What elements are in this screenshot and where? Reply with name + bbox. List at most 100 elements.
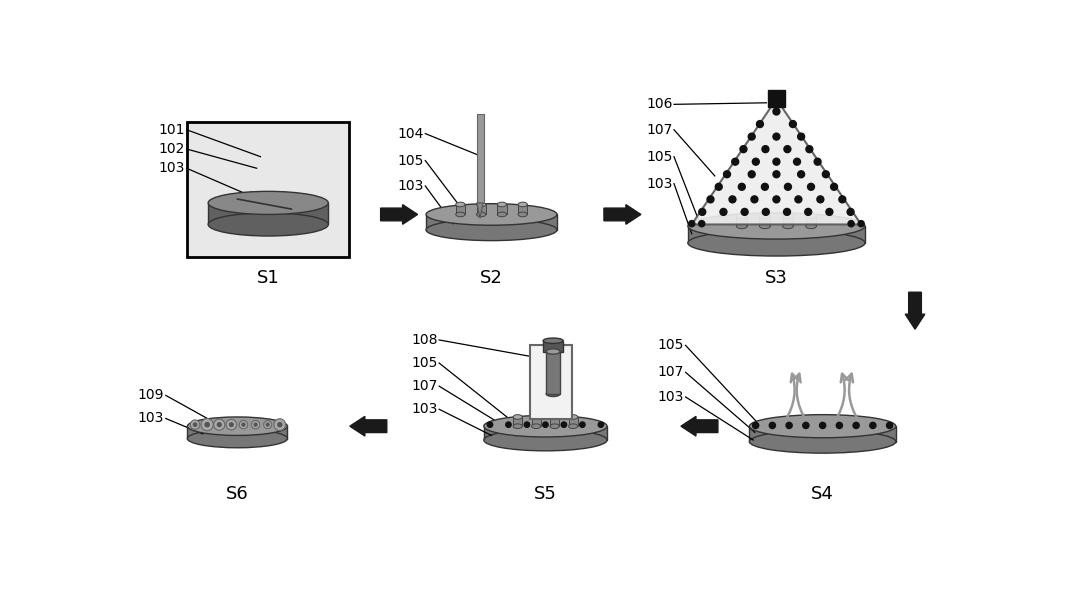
Circle shape bbox=[721, 208, 727, 215]
Circle shape bbox=[731, 158, 739, 165]
Ellipse shape bbox=[759, 213, 770, 218]
Circle shape bbox=[795, 196, 802, 203]
Bar bbox=[456, 205, 465, 214]
Bar bbox=[688, 226, 865, 243]
Bar bbox=[477, 115, 484, 203]
Circle shape bbox=[715, 184, 723, 190]
Circle shape bbox=[839, 196, 845, 203]
Bar bbox=[783, 216, 794, 226]
Ellipse shape bbox=[518, 202, 528, 207]
FancyArrowPatch shape bbox=[793, 374, 806, 420]
Circle shape bbox=[789, 121, 796, 128]
Circle shape bbox=[741, 208, 749, 215]
Circle shape bbox=[798, 171, 805, 178]
Circle shape bbox=[773, 133, 780, 140]
Circle shape bbox=[688, 221, 695, 227]
Ellipse shape bbox=[476, 212, 486, 217]
Text: 107: 107 bbox=[411, 379, 437, 393]
Circle shape bbox=[763, 208, 769, 215]
Bar bbox=[498, 205, 506, 214]
Circle shape bbox=[794, 158, 800, 165]
Circle shape bbox=[506, 422, 512, 427]
Ellipse shape bbox=[498, 212, 506, 217]
Ellipse shape bbox=[550, 415, 559, 419]
FancyArrowPatch shape bbox=[836, 374, 849, 420]
Text: 102: 102 bbox=[158, 142, 185, 156]
Circle shape bbox=[278, 422, 282, 427]
Ellipse shape bbox=[688, 230, 865, 256]
Circle shape bbox=[820, 422, 826, 428]
Ellipse shape bbox=[456, 212, 465, 217]
Circle shape bbox=[218, 423, 221, 427]
Circle shape bbox=[739, 184, 745, 190]
Circle shape bbox=[870, 422, 876, 428]
Circle shape bbox=[806, 146, 813, 152]
Bar bbox=[476, 205, 486, 214]
Circle shape bbox=[753, 422, 758, 428]
Circle shape bbox=[213, 419, 225, 430]
Circle shape bbox=[579, 422, 585, 427]
Text: S4: S4 bbox=[811, 485, 834, 503]
Ellipse shape bbox=[518, 212, 528, 217]
Text: 107: 107 bbox=[646, 123, 672, 137]
Circle shape bbox=[561, 422, 567, 427]
Circle shape bbox=[749, 171, 755, 178]
Circle shape bbox=[242, 423, 244, 426]
Circle shape bbox=[756, 121, 764, 128]
FancyArrowPatch shape bbox=[785, 374, 798, 420]
Circle shape bbox=[786, 422, 793, 428]
Ellipse shape bbox=[476, 202, 486, 207]
Text: S5: S5 bbox=[534, 485, 557, 503]
Ellipse shape bbox=[750, 415, 896, 438]
Ellipse shape bbox=[750, 430, 896, 453]
Circle shape bbox=[848, 208, 854, 215]
Ellipse shape bbox=[806, 223, 816, 229]
Text: 105: 105 bbox=[411, 356, 437, 370]
Circle shape bbox=[848, 221, 854, 227]
Circle shape bbox=[773, 171, 780, 178]
Ellipse shape bbox=[550, 424, 559, 428]
Bar bbox=[513, 417, 522, 426]
Text: 103: 103 bbox=[411, 402, 437, 416]
Bar bbox=[426, 214, 557, 230]
Ellipse shape bbox=[569, 424, 577, 428]
Bar bbox=[187, 122, 349, 257]
Circle shape bbox=[251, 421, 260, 429]
Bar bbox=[208, 203, 328, 224]
FancyArrow shape bbox=[350, 416, 387, 436]
Ellipse shape bbox=[208, 213, 328, 236]
Circle shape bbox=[524, 422, 530, 427]
Circle shape bbox=[830, 184, 838, 190]
Ellipse shape bbox=[187, 429, 288, 448]
Ellipse shape bbox=[688, 213, 865, 239]
Ellipse shape bbox=[806, 213, 816, 218]
FancyArrow shape bbox=[905, 292, 925, 329]
Circle shape bbox=[784, 184, 792, 190]
Circle shape bbox=[798, 133, 805, 140]
Ellipse shape bbox=[737, 223, 747, 229]
Text: 103: 103 bbox=[158, 161, 185, 175]
Ellipse shape bbox=[426, 219, 557, 241]
Circle shape bbox=[740, 146, 747, 152]
Ellipse shape bbox=[513, 415, 522, 419]
Ellipse shape bbox=[208, 191, 328, 214]
Circle shape bbox=[761, 184, 768, 190]
Bar bbox=[484, 426, 607, 440]
Circle shape bbox=[264, 421, 271, 428]
Ellipse shape bbox=[569, 415, 577, 419]
Ellipse shape bbox=[484, 415, 607, 437]
FancyArrowPatch shape bbox=[845, 374, 858, 420]
Circle shape bbox=[707, 196, 714, 203]
Circle shape bbox=[191, 420, 199, 430]
Circle shape bbox=[858, 221, 864, 227]
Bar bbox=[546, 352, 560, 394]
Circle shape bbox=[229, 423, 234, 427]
Bar bbox=[187, 426, 288, 439]
Circle shape bbox=[487, 422, 492, 427]
Text: 104: 104 bbox=[397, 127, 423, 140]
Circle shape bbox=[543, 422, 548, 427]
Bar bbox=[530, 346, 572, 419]
Circle shape bbox=[773, 158, 780, 165]
FancyArrow shape bbox=[380, 205, 418, 224]
FancyArrow shape bbox=[604, 205, 641, 224]
